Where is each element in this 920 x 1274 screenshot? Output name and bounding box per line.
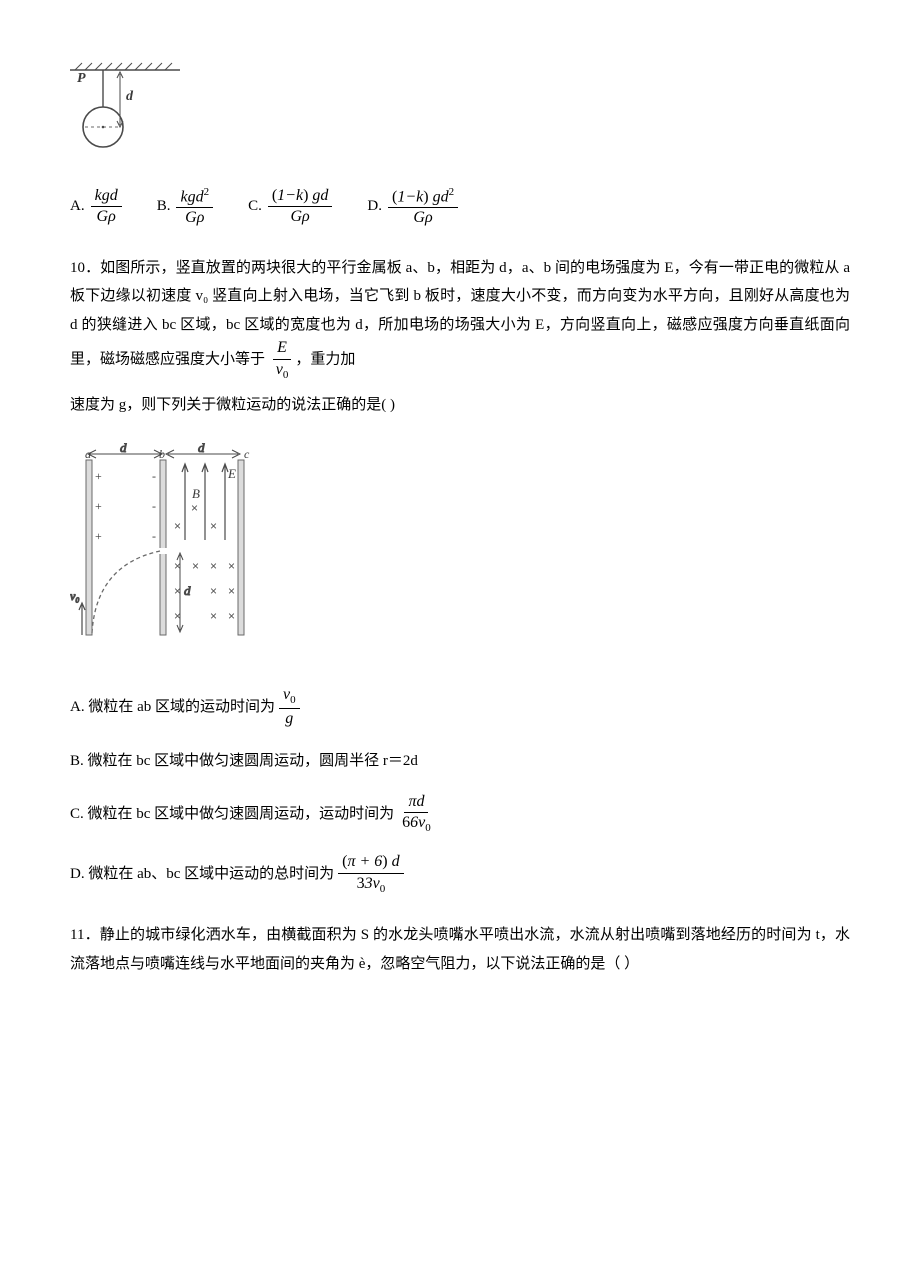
- frac: kgd2 Gρ: [176, 186, 213, 228]
- q10-figure: d d a b c + + + - - - v₀: [70, 440, 260, 640]
- svg-text:v₀: v₀: [70, 589, 80, 603]
- svg-text:×: ×: [228, 609, 235, 623]
- frac: kgd Gρ: [91, 187, 122, 227]
- svg-text:×: ×: [192, 559, 199, 573]
- q10-option-C: C. 微粒在 bc 区域中做匀速圆周运动，运动时间为 πd 66v0: [70, 793, 850, 835]
- question-9: P d A. kgd Gρ B. kgd2 Gρ C.: [70, 60, 850, 228]
- question-number: 10．: [70, 260, 100, 276]
- svg-text:+: +: [95, 529, 102, 543]
- svg-text:c: c: [244, 447, 250, 461]
- svg-text:d: d: [198, 440, 205, 455]
- q9-figure: P d: [70, 60, 180, 155]
- svg-text:d: d: [184, 583, 191, 598]
- frac: (1−k) gd2 Gρ: [388, 186, 458, 228]
- q9-options: A. kgd Gρ B. kgd2 Gρ C. (1−k) gd Gρ D. (…: [70, 186, 850, 228]
- option-label: C.: [248, 192, 262, 221]
- svg-text:+: +: [95, 499, 102, 513]
- svg-text:×: ×: [228, 584, 235, 598]
- q10-stem: 10．如图所示，竖直放置的两块很大的平行金属板 a、b，相距为 d，a、b 间的…: [70, 254, 850, 382]
- svg-text:×: ×: [191, 501, 198, 515]
- svg-text:b: b: [159, 447, 165, 461]
- option-label: B.: [157, 192, 171, 221]
- frac: v0 g: [279, 686, 300, 728]
- option-label: A.: [70, 192, 85, 221]
- frac: πd 66v0: [398, 793, 435, 835]
- q10-stem-cont: 速度为 g，则下列关于微粒运动的说法正确的是( ): [70, 391, 850, 420]
- q9-option-B: B. kgd2 Gρ: [157, 186, 213, 228]
- question-11: 11．静止的城市绿化洒水车，由横截面积为 S 的水龙头喷嘴水平喷出水流，水流从射…: [70, 921, 850, 978]
- frac-E-v0: E v0: [272, 339, 293, 381]
- frac: (1−k) gd Gρ: [268, 187, 333, 227]
- svg-text:-: -: [152, 529, 156, 543]
- q9-option-A: A. kgd Gρ: [70, 187, 122, 227]
- option-label: D.: [367, 192, 382, 221]
- svg-text:×: ×: [210, 519, 217, 533]
- svg-text:E: E: [227, 466, 236, 481]
- svg-text:×: ×: [174, 519, 181, 533]
- svg-text:B: B: [192, 486, 200, 501]
- question-number: 11．: [70, 927, 100, 943]
- svg-text:-: -: [152, 469, 156, 483]
- q10-option-A: A. 微粒在 ab 区域的运动时间为 v0 g: [70, 686, 850, 728]
- question-10: 10．如图所示，竖直放置的两块很大的平行金属板 a、b，相距为 d，a、b 间的…: [70, 254, 850, 896]
- q10-option-B: B. 微粒在 bc 区域中做匀速圆周运动，圆周半径 r＝2d: [70, 747, 850, 776]
- label-d: d: [126, 89, 134, 104]
- label-P: P: [77, 71, 86, 86]
- svg-text:d: d: [120, 440, 127, 455]
- q9-option-D: D. (1−k) gd2 Gρ: [367, 186, 458, 228]
- q11-stem: 11．静止的城市绿化洒水车，由横截面积为 S 的水龙头喷嘴水平喷出水流，水流从射…: [70, 921, 850, 978]
- svg-text:×: ×: [228, 559, 235, 573]
- svg-text:-: -: [152, 499, 156, 513]
- frac: (π + 6) d 33v0: [338, 853, 403, 895]
- q9-option-C: C. (1−k) gd Gρ: [248, 187, 332, 227]
- svg-text:a: a: [85, 447, 91, 461]
- q10-option-D: D. 微粒在 ab、bc 区域中运动的总时间为 (π + 6) d 33v0: [70, 853, 850, 895]
- svg-text:×: ×: [210, 584, 217, 598]
- svg-text:×: ×: [210, 609, 217, 623]
- svg-text:×: ×: [210, 559, 217, 573]
- svg-text:+: +: [95, 469, 102, 483]
